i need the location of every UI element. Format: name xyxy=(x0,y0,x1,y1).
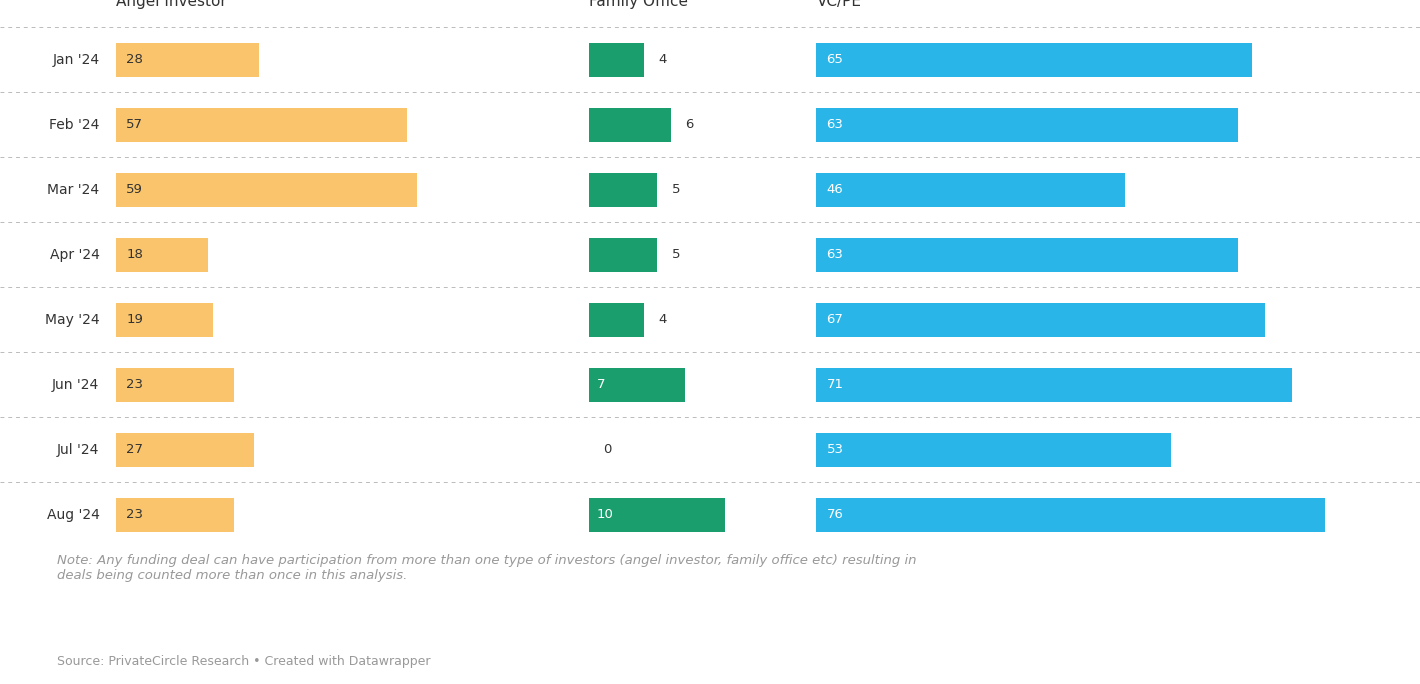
Bar xyxy=(589,498,726,531)
Text: 28: 28 xyxy=(126,53,143,66)
Bar xyxy=(116,368,234,402)
Text: May '24: May '24 xyxy=(45,313,99,327)
Bar xyxy=(816,173,1125,207)
Bar xyxy=(816,108,1238,142)
Text: Aug '24: Aug '24 xyxy=(47,508,99,522)
Bar xyxy=(816,43,1252,77)
Text: 63: 63 xyxy=(826,248,843,261)
Bar xyxy=(116,433,254,466)
Text: 6: 6 xyxy=(686,118,693,131)
Bar xyxy=(116,303,213,337)
Text: 23: 23 xyxy=(126,378,143,391)
Text: 53: 53 xyxy=(826,443,843,456)
Text: 76: 76 xyxy=(826,508,843,521)
Text: Jan '24: Jan '24 xyxy=(53,53,99,67)
Text: Family Office: Family Office xyxy=(589,0,689,9)
Text: Jul '24: Jul '24 xyxy=(57,443,99,457)
Text: 27: 27 xyxy=(126,443,143,456)
Text: 23: 23 xyxy=(126,508,143,521)
Bar xyxy=(116,108,408,142)
Text: Apr '24: Apr '24 xyxy=(50,248,99,262)
Text: 7: 7 xyxy=(596,378,605,391)
Text: 10: 10 xyxy=(596,508,613,521)
Bar xyxy=(816,498,1325,531)
Text: 0: 0 xyxy=(604,443,612,456)
Text: 65: 65 xyxy=(826,53,843,66)
Bar xyxy=(816,238,1238,272)
Text: 46: 46 xyxy=(826,183,843,196)
Bar xyxy=(116,173,417,207)
Bar xyxy=(589,303,643,337)
Text: 63: 63 xyxy=(826,118,843,131)
Text: Feb '24: Feb '24 xyxy=(50,118,99,132)
Text: VC/PE: VC/PE xyxy=(816,0,862,9)
Bar xyxy=(816,433,1172,466)
Text: 5: 5 xyxy=(672,183,680,196)
Bar xyxy=(589,368,684,402)
Bar xyxy=(589,43,643,77)
Text: 4: 4 xyxy=(657,313,666,326)
Text: 5: 5 xyxy=(672,248,680,261)
Text: Mar '24: Mar '24 xyxy=(47,183,99,197)
Text: Angel Investor: Angel Investor xyxy=(116,0,227,9)
Bar xyxy=(116,43,260,77)
Text: 18: 18 xyxy=(126,248,143,261)
Text: 71: 71 xyxy=(826,378,843,391)
Text: Source: PrivateCircle Research • Created with Datawrapper: Source: PrivateCircle Research • Created… xyxy=(57,655,430,668)
Bar xyxy=(116,498,234,531)
Text: 67: 67 xyxy=(826,313,843,326)
Text: Note: Any funding deal can have participation from more than one type of investo: Note: Any funding deal can have particip… xyxy=(57,554,916,582)
Text: 4: 4 xyxy=(657,53,666,66)
Text: 59: 59 xyxy=(126,183,143,196)
Bar xyxy=(816,368,1292,402)
Bar xyxy=(816,303,1265,337)
Bar xyxy=(116,238,209,272)
Bar xyxy=(589,108,672,142)
Bar xyxy=(589,173,657,207)
Text: Jun '24: Jun '24 xyxy=(53,378,99,392)
Text: 19: 19 xyxy=(126,313,143,326)
Text: 57: 57 xyxy=(126,118,143,131)
Bar xyxy=(589,238,657,272)
